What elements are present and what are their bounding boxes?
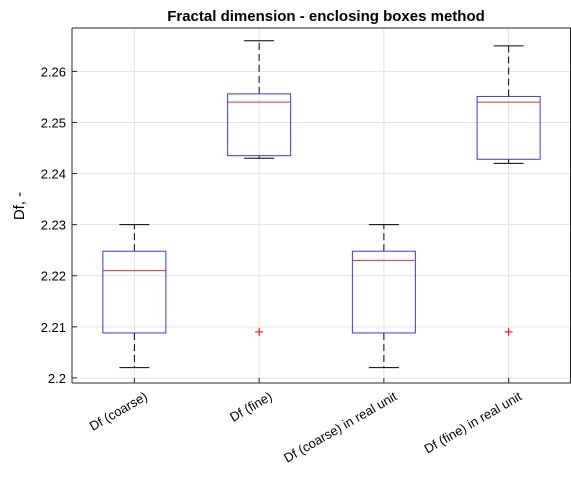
y-axis-label: Df, - [11, 192, 28, 220]
box-plot [351, 224, 416, 369]
axes [71, 27, 571, 384]
y-tick-label: 2.22 [41, 269, 66, 284]
box-iqr [476, 95, 541, 160]
x-tick-label: Df (fine) [227, 389, 275, 425]
y-tick-label: 2.24 [41, 167, 66, 182]
chart-title: Fractal dimension - enclosing boxes meth… [167, 8, 485, 25]
box-iqr [351, 250, 416, 334]
y-tick-label: 2.21 [41, 320, 66, 335]
y-tick-label: 2.23 [41, 218, 66, 233]
y-tick-label: 2.2 [48, 371, 66, 386]
box-plots [102, 40, 541, 369]
box-plot [227, 40, 292, 336]
x-ticks: Df (coarse) Df (fine) Df (coarse) in real … [87, 378, 525, 466]
x-tick-label: Df (coarse) in real unit [281, 388, 400, 465]
y-tick-label: 2.26 [41, 64, 66, 79]
y-ticks: 2.2 2.21 2.22 2.23 2.24 2.25 2.26 [41, 64, 77, 386]
y-tick-label: 2.25 [41, 115, 66, 130]
x-tick-label: Df (fine) in real unit [422, 388, 525, 456]
x-tick-label: Df (coarse) [87, 389, 150, 434]
box-plot [102, 224, 167, 369]
box-iqr [102, 250, 167, 334]
box-plot [476, 45, 541, 336]
box-iqr [227, 93, 292, 157]
grid [72, 28, 571, 383]
